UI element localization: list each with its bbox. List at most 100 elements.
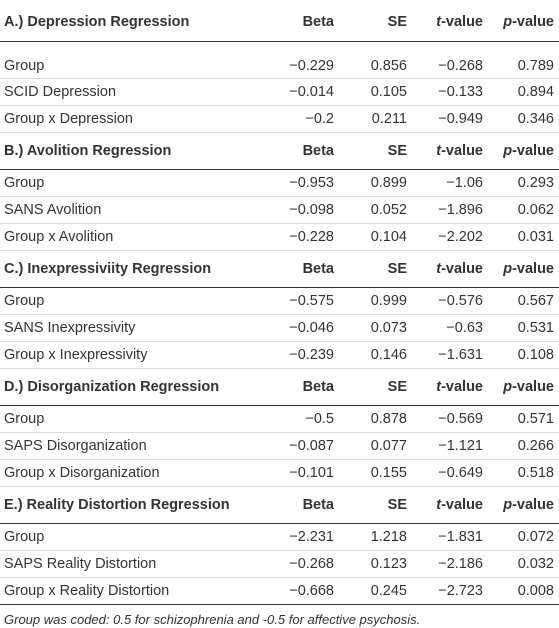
table-row: SAPS Disorganization −0.087 0.077 −1.121 0.2… [0, 432, 559, 460]
section-header: E.) Reality Distortion Regression Beta SE t… [0, 486, 559, 524]
table-row: Group −0.953 0.899 −1.06 0.293 [0, 169, 559, 197]
row-label: SAPS Disorganization [0, 432, 252, 460]
cell-t-value: −1.06 [412, 169, 488, 197]
cell-se: 0.878 [339, 405, 412, 433]
cell-t-value: −2.186 [412, 550, 488, 578]
cell-t-value: −0.576 [412, 287, 488, 315]
table-row: SANS Avolition −0.098 0.052 −1.896 0.062 [0, 196, 559, 224]
column-header-p-value: p-value [488, 250, 559, 288]
cell-p-value: 0.894 [488, 78, 559, 106]
section-title: A.) Depression Regression [0, 3, 252, 42]
cell-beta: −0.101 [252, 459, 339, 487]
cell-se: 0.146 [339, 341, 412, 369]
column-header-t-value-suffix: -value [441, 379, 483, 395]
cell-p-value: 0.571 [488, 405, 559, 433]
column-header-p-value-italic-part: p [503, 497, 513, 513]
column-header-p-value-suffix: -value [512, 497, 554, 513]
cell-t-value: −0.949 [412, 105, 488, 133]
cell-se: 0.073 [339, 314, 412, 342]
table-row: Group x Reality Distortion −0.668 0.245 −2.… [0, 578, 559, 605]
column-header-beta: Beta [252, 486, 339, 524]
cell-p-value: 0.062 [488, 196, 559, 224]
column-header-p-value: p-value [488, 486, 559, 524]
column-header-p-value: p-value [488, 3, 559, 42]
column-header-p-value-suffix: -value [512, 143, 554, 159]
table-footnote: Group was coded: 0.5 for schizophrenia a… [4, 612, 421, 627]
column-header-p-value-suffix: -value [512, 14, 554, 30]
row-label: Group [0, 523, 252, 551]
column-header-se: SE [339, 132, 412, 170]
cell-se: 0.999 [339, 287, 412, 315]
cell-se: 0.123 [339, 550, 412, 578]
cell-se: 0.105 [339, 78, 412, 106]
cell-t-value: −0.63 [412, 314, 488, 342]
table-row: Group −2.231 1.218 −1.831 0.072 [0, 523, 559, 551]
row-label: Group x Inexpressivity [0, 341, 252, 369]
section-title: B.) Avolition Regression [0, 132, 252, 170]
column-header-se: SE [339, 486, 412, 524]
cell-se: 0.856 [339, 41, 412, 79]
table-row: Group −0.5 0.878 −0.569 0.571 [0, 405, 559, 433]
row-label: Group [0, 405, 252, 433]
cell-t-value: −1.896 [412, 196, 488, 224]
cell-t-value: −1.121 [412, 432, 488, 460]
cell-se: 0.899 [339, 169, 412, 197]
column-header-p-value-italic-part: p [503, 261, 513, 277]
row-label: SANS Inexpressivity [0, 314, 252, 342]
row-label: Group [0, 169, 252, 197]
section-header: D.) Disorganization Regression Beta SE t-va… [0, 368, 559, 406]
cell-beta: −0.575 [252, 287, 339, 315]
row-label: SANS Avolition [0, 196, 252, 224]
column-header-t-value-italic-part: t [436, 497, 442, 513]
column-header-t-value: t-value [412, 486, 488, 524]
table-row: Group x Inexpressivity −0.239 0.146 −1.631 0… [0, 341, 559, 369]
cell-p-value: 0.531 [488, 314, 559, 342]
table-row: Group x Depression −0.2 0.211 −0.949 0.346 [0, 105, 559, 133]
row-label: SCID Depression [0, 78, 252, 106]
table-row: Group −0.575 0.999 −0.576 0.567 [0, 287, 559, 315]
cell-p-value: 0.346 [488, 105, 559, 133]
table-row: SAPS Reality Distortion −0.268 0.123 −2.186… [0, 550, 559, 578]
column-header-p-value-suffix: -value [512, 261, 554, 277]
row-label: Group x Avolition [0, 223, 252, 251]
table-row: Group −0.229 0.856 −0.268 0.789 [0, 41, 559, 79]
column-header-t-value: t-value [412, 3, 488, 42]
cell-beta: −0.5 [252, 405, 339, 433]
cell-beta: −0.046 [252, 314, 339, 342]
cell-p-value: 0.266 [488, 432, 559, 460]
cell-se: 0.077 [339, 432, 412, 460]
cell-t-value: −2.723 [438, 583, 483, 599]
table-row: Group x Avolition −0.228 0.104 −2.202 0.031 [0, 223, 559, 251]
row-label: Group x Reality Distortion [4, 583, 170, 599]
regression-table-body: A.) Depression Regression Beta SE t-value p-… [0, 3, 559, 604]
column-header-se: SE [339, 250, 412, 288]
column-header-t-value-italic-part: t [436, 261, 442, 277]
cell-p-value: 0.008 [517, 583, 554, 599]
cell-p-value: 0.031 [488, 223, 559, 251]
cell-p-value: 0.518 [488, 459, 559, 487]
cell-beta: −0.087 [252, 432, 339, 460]
cell-beta: −2.231 [252, 523, 339, 551]
cell-se: 0.104 [339, 223, 412, 251]
row-label: Group x Depression [0, 105, 252, 133]
column-header-beta: Beta [252, 250, 339, 288]
section-header: B.) Avolition Regression Beta SE t-value p-v… [0, 132, 559, 170]
column-header-p-value: p-value [488, 132, 559, 170]
cell-beta: −0.228 [252, 223, 339, 251]
cell-t-value: −0.649 [412, 459, 488, 487]
column-header-t-value-suffix: -value [441, 261, 483, 277]
row-label: Group x Disorganization [0, 459, 252, 487]
cell-t-value: −0.268 [412, 41, 488, 79]
cell-beta: −0.014 [252, 78, 339, 106]
row-label: SAPS Reality Distortion [0, 550, 252, 578]
cell-se: 0.245 [370, 583, 407, 599]
column-header-p-value-italic-part: p [503, 14, 513, 30]
section-title: D.) Disorganization Regression [0, 368, 252, 406]
column-header-t-value: t-value [412, 132, 488, 170]
column-header-beta: Beta [252, 368, 339, 406]
cell-se: 0.211 [339, 105, 412, 133]
cell-t-value: −0.569 [412, 405, 488, 433]
column-header-p-value-italic-part: p [503, 379, 513, 395]
table-row: Group x Disorganization −0.101 0.155 −0.649… [0, 459, 559, 487]
